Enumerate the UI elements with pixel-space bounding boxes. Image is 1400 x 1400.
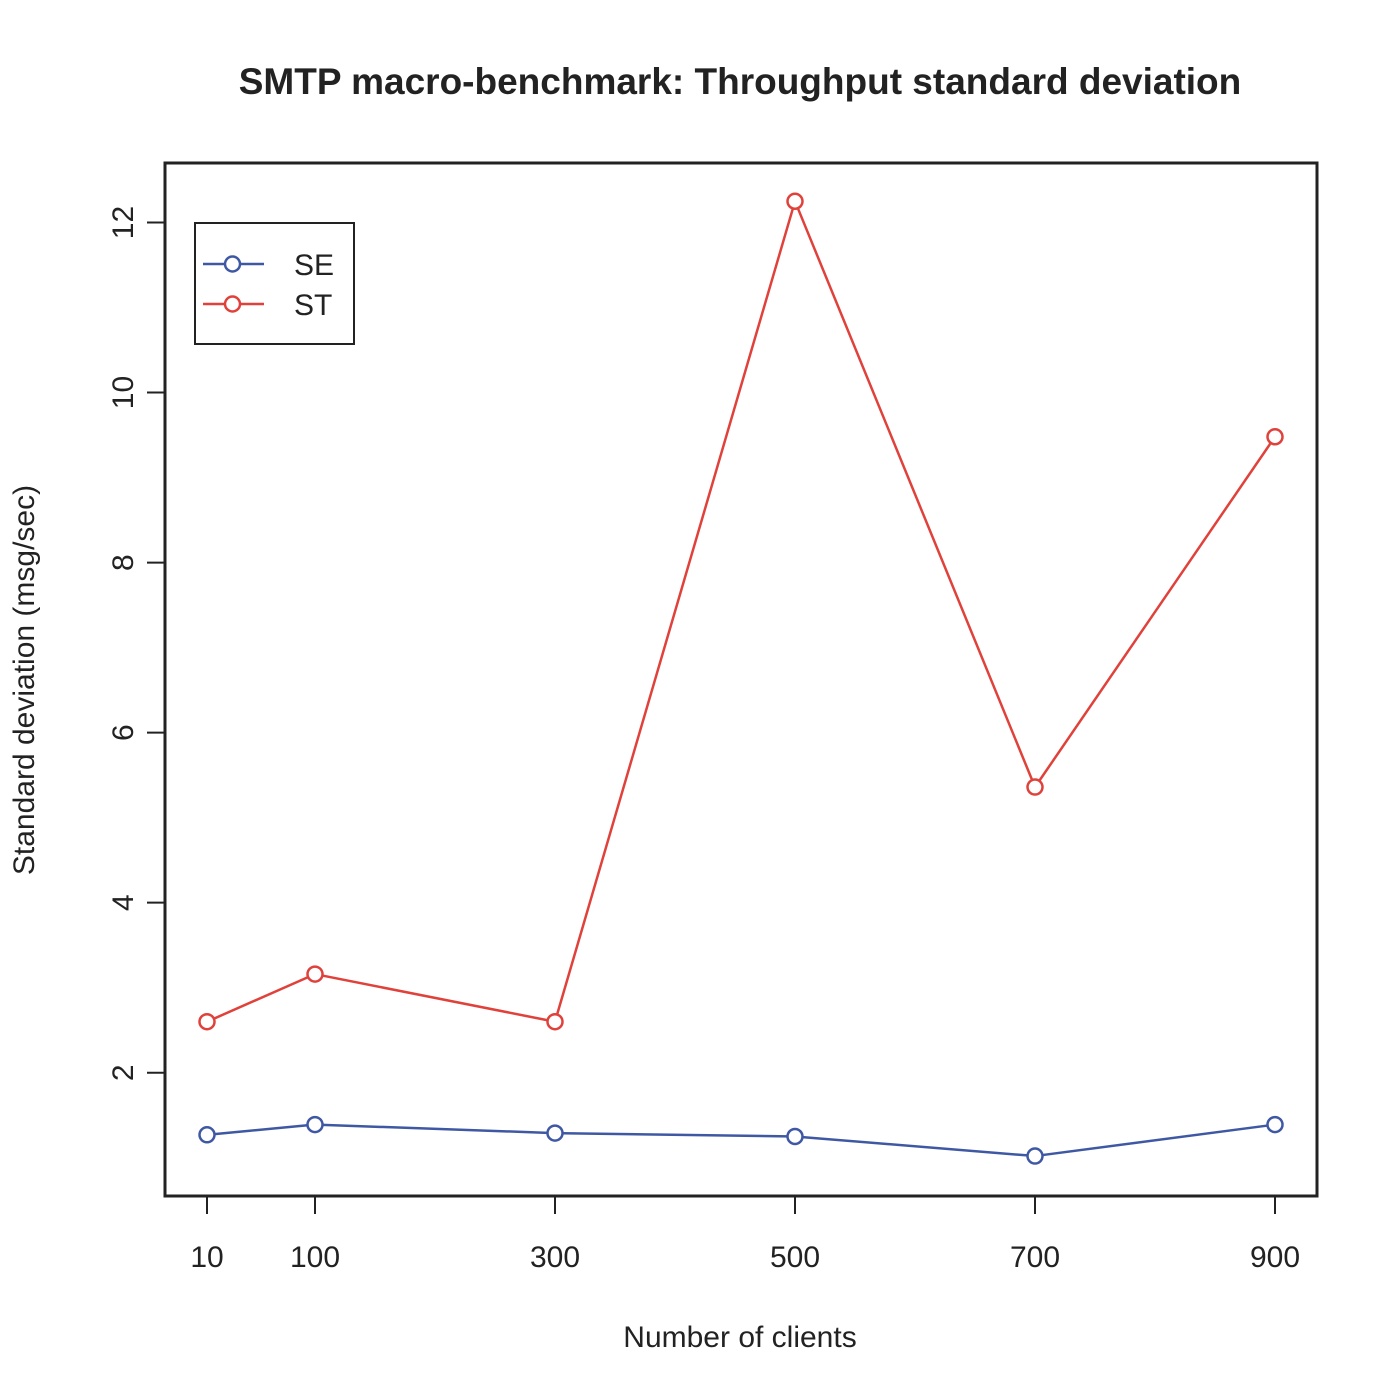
series-st-point [1266,428,1284,446]
series-st-segment [796,207,1034,781]
legend: SE ST [194,222,355,345]
series-se-point [786,1127,804,1146]
legend-st-label: ST [294,289,332,322]
x-tick-label: 10 [190,1241,223,1274]
y-tick-label: 8 [107,554,140,571]
legend-st-marker [223,295,242,313]
series-st-segment [1038,442,1272,782]
x-tick-label: 100 [290,1241,340,1274]
y-axis-label: Standard deviation (msg/sec) [8,485,41,875]
legend-se-label: SE [294,249,334,282]
series-st-segment [322,974,548,1022]
series-se [198,1115,1284,1165]
y-tick-label: 12 [107,206,140,239]
y-tick-label: 10 [107,376,140,409]
series-st-point [786,192,804,211]
series-st-segment [213,975,309,1020]
series-st-point [1026,778,1044,796]
x-tick-label: 900 [1250,1241,1300,1274]
series-se-point [306,1115,324,1134]
series-se-point [1266,1115,1284,1134]
series-st [198,192,1284,1031]
series-st-point [546,1012,564,1031]
series-se-point [1026,1147,1044,1165]
series-se-segment [802,1135,1028,1157]
series-se-segment [1042,1124,1268,1157]
x-tick-label: 300 [530,1241,580,1274]
x-axis-label: Number of clients [623,1321,856,1354]
y-tick-label: 4 [107,894,140,911]
legend-se-marker [223,255,242,273]
series-se-point [546,1124,564,1142]
series-st-segment [555,208,795,1015]
series-se-segment [214,1124,308,1136]
chart-title: SMTP macro-benchmark: Throughput standar… [239,61,1242,102]
legend-box [194,222,355,345]
series-se-segment [322,1123,548,1135]
series-se-segment [562,1131,788,1138]
x-tick-label: 700 [1010,1241,1060,1274]
y-axis: 2 4 6 8 10 12 [107,206,166,1081]
series-layer [198,192,1284,1165]
series-se-point [198,1126,216,1144]
y-tick-label: 6 [107,724,140,741]
x-axis: 10 100 300 500 700 900 [190,1195,1300,1274]
series-st-point [306,965,324,983]
series-st-point [198,1012,216,1031]
x-tick-label: 500 [770,1241,820,1274]
y-tick-label: 2 [107,1064,140,1081]
